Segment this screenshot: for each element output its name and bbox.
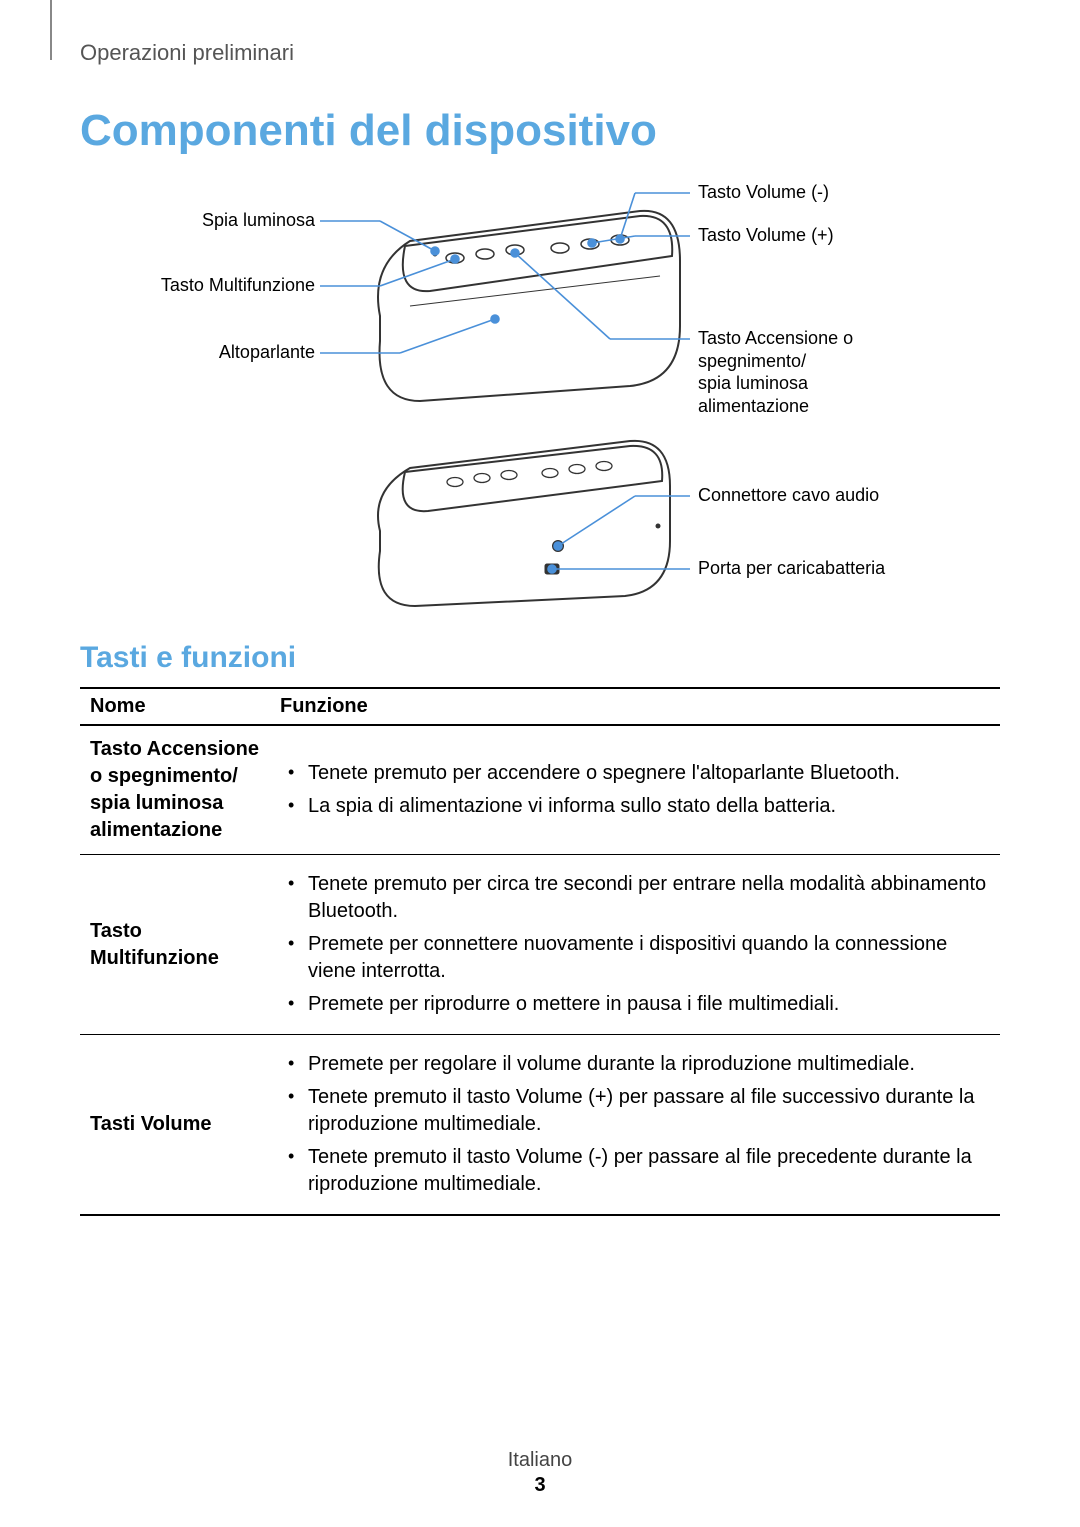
callout-altoparlante: Altoparlante (219, 341, 315, 364)
func-item: Premete per connettere nuovamente i disp… (280, 931, 990, 985)
section-title: Tasti e funzioni (80, 641, 1000, 675)
table-row: Tasti Volume Premete per regolare il vol… (80, 1035, 1000, 1216)
table-row: Tasto Multifunzione Tenete premuto per c… (80, 855, 1000, 1035)
row-func: Premete per regolare il volume durante l… (270, 1035, 1000, 1216)
row-name: Tasto Multifunzione (80, 855, 270, 1035)
callout-tasto-multifunzione: Tasto Multifunzione (161, 274, 315, 297)
callout-charger-port: Porta per caricabatteria (698, 557, 885, 580)
row-func: Tenete premuto per circa tre secondi per… (270, 855, 1000, 1035)
device-diagram: Spia luminosa Tasto Multifunzione Altopa… (80, 181, 1000, 621)
page-title: Componenti del dispositivo (80, 106, 1000, 156)
callout-power: Tasto Accensione o spegnimento/ spia lum… (698, 327, 853, 417)
page-content: Operazioni preliminari Componenti del di… (0, 0, 1080, 1527)
func-item: Tenete premuto il tasto Volume (+) per p… (280, 1084, 990, 1138)
callout-audio-connector: Connettore cavo audio (698, 484, 879, 507)
breadcrumb: Operazioni preliminari (80, 40, 1000, 66)
func-item: La spia di alimentazione vi informa sull… (280, 793, 990, 820)
row-name: Tasto Accensione o spegnimento/ spia lum… (80, 725, 270, 855)
callout-volume-minus: Tasto Volume (-) (698, 181, 829, 204)
page-footer: Italiano 3 (0, 1449, 1080, 1497)
func-item: Tenete premuto per accendere o spegnere … (280, 760, 990, 787)
diagram-svg (80, 181, 1000, 621)
row-name: Tasti Volume (80, 1035, 270, 1216)
functions-table: Nome Funzione Tasto Accensione o spegnim… (80, 687, 1000, 1216)
row-func: Tenete premuto per accendere o spegnere … (270, 725, 1000, 855)
func-item: Tenete premuto il tasto Volume (-) per p… (280, 1144, 990, 1198)
func-item: Premete per regolare il volume durante l… (280, 1051, 990, 1078)
func-item: Premete per riprodurre o mettere in paus… (280, 991, 990, 1018)
footer-page-number: 3 (0, 1474, 1080, 1497)
func-item: Tenete premuto per circa tre secondi per… (280, 871, 990, 925)
footer-language: Italiano (0, 1449, 1080, 1472)
callout-volume-plus: Tasto Volume (+) (698, 224, 834, 247)
callout-spia-luminosa: Spia luminosa (202, 209, 315, 232)
table-header-name: Nome (80, 688, 270, 725)
table-row: Tasto Accensione o spegnimento/ spia lum… (80, 725, 1000, 855)
table-header-func: Funzione (270, 688, 1000, 725)
